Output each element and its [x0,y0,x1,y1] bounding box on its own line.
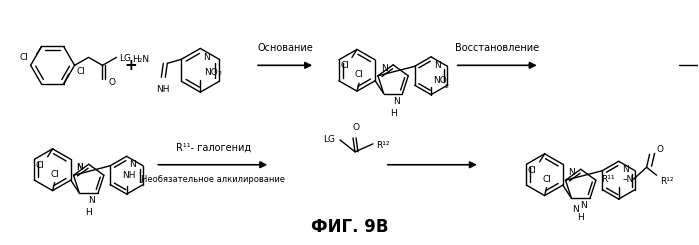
Text: N: N [129,160,136,169]
Text: NH: NH [157,85,170,94]
Text: Cl: Cl [354,70,363,79]
Text: H: H [85,208,92,217]
Text: NO: NO [433,76,447,85]
Text: N: N [434,61,441,70]
Text: Cl: Cl [77,67,85,76]
Text: +: + [124,58,137,73]
Text: N: N [76,163,83,172]
Text: N: N [76,163,83,172]
Text: LG: LG [120,54,131,63]
Text: R¹²: R¹² [376,141,389,150]
Text: Cl: Cl [36,161,45,170]
Text: N: N [393,97,400,106]
Text: N: N [568,168,575,177]
Text: Основание: Основание [257,43,313,53]
Text: O: O [108,78,115,87]
Text: H: H [390,109,396,118]
Text: O: O [352,123,359,132]
Text: H: H [577,213,584,222]
Text: 2: 2 [140,179,143,184]
Text: Cl: Cl [20,53,29,62]
Text: N: N [88,196,95,205]
Text: Cl: Cl [528,166,537,175]
Text: R¹¹- галогенид: R¹¹- галогенид [175,143,251,153]
Text: Cl: Cl [340,61,349,70]
Text: H₂N: H₂N [132,55,150,64]
Text: R¹¹: R¹¹ [601,175,614,184]
Text: ФИГ. 9В: ФИГ. 9В [311,218,389,236]
Text: Cl: Cl [542,175,551,184]
Text: Восстановление: Восстановление [454,43,539,53]
Text: N: N [381,64,388,73]
Text: N: N [580,201,587,210]
Text: NH: NH [122,171,136,180]
Text: Необязательное алкилирование: Необязательное алкилирование [141,175,285,184]
Text: N: N [203,53,210,62]
Text: O: O [656,145,663,154]
Text: Cl: Cl [50,170,59,179]
Text: N: N [572,205,579,214]
Text: NO: NO [204,68,218,77]
Text: N: N [621,165,628,174]
Text: –N: –N [623,175,634,184]
Text: LG: LG [323,135,335,144]
Text: 2: 2 [445,84,449,89]
Text: R¹²: R¹² [661,177,674,186]
Text: 2: 2 [217,71,222,76]
